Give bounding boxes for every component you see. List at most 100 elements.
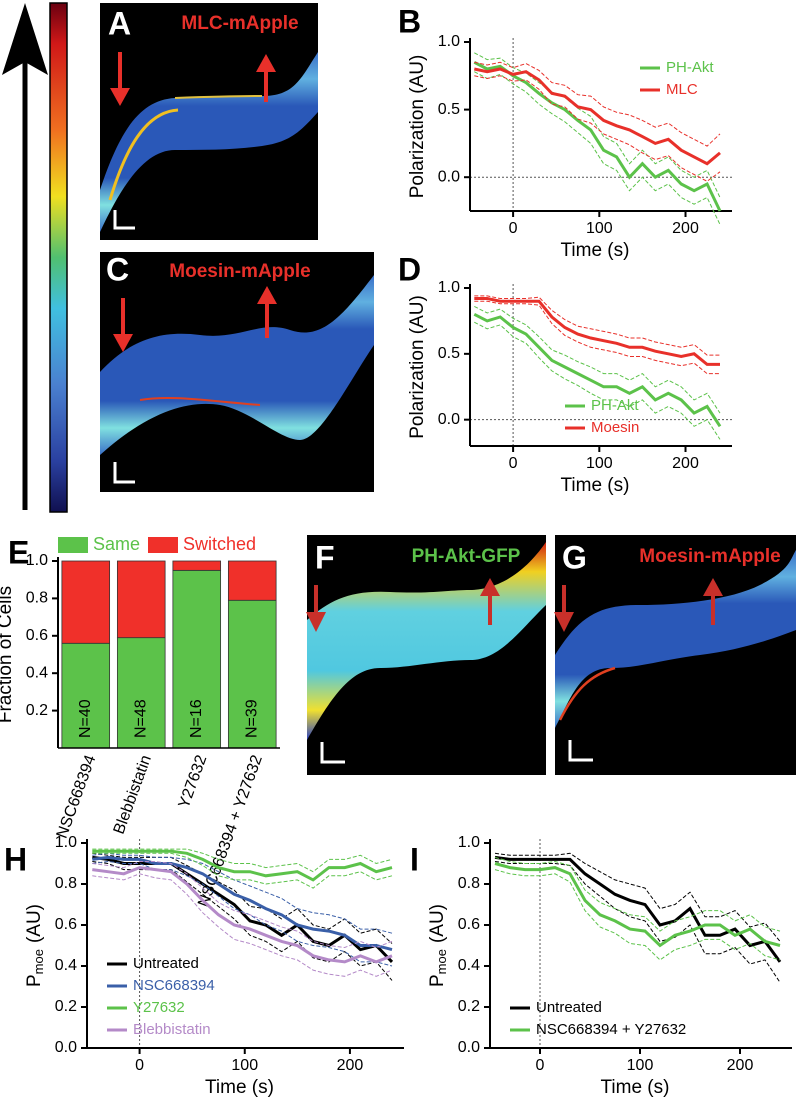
x-tick-label: 200	[672, 455, 699, 472]
x-tick-label: NSC668394	[54, 753, 100, 841]
legend-label: NSC668394	[133, 977, 215, 994]
colorbar	[49, 2, 68, 513]
error-bound	[494, 861, 781, 983]
legend-label: Untreated	[133, 955, 199, 972]
y-tick-label: 0.4	[26, 664, 48, 681]
panel-letter: G	[562, 539, 587, 575]
y-tick-label: 0.5	[438, 345, 460, 362]
y-axis-title: Polarization (AU)	[407, 295, 428, 439]
y-tick-label: 0.0	[458, 1039, 480, 1056]
arrow-head	[2, 3, 48, 75]
x-tick-label: 0	[536, 1057, 545, 1074]
series-line	[474, 297, 720, 366]
bar-annotation: N=39	[243, 699, 260, 738]
y-tick-label: 0.6	[458, 916, 480, 933]
y-tick-label: 0.5	[438, 101, 460, 118]
panel-letter: I	[410, 841, 419, 877]
series-line	[92, 855, 394, 963]
panel-letter: B	[398, 3, 421, 39]
error-bound	[92, 852, 393, 944]
error-bound	[474, 300, 720, 375]
x-tick-label: 100	[586, 220, 613, 237]
error-bound	[92, 860, 393, 967]
series-line	[494, 862, 781, 948]
bar-segment	[116, 560, 166, 639]
legend-label: Moesin	[591, 419, 639, 436]
y-axis-title: Pmoe (AU)	[427, 904, 449, 987]
y-tick-label: 0.0	[438, 168, 460, 185]
bar-annotation: N=40	[77, 699, 94, 738]
y-tick-label: 0.2	[26, 702, 48, 719]
bar-segment	[227, 560, 277, 601]
y-tick-label: 1.0	[458, 834, 480, 851]
error-bound	[474, 305, 721, 414]
legend-label: NSC668394 + Y27632	[536, 1021, 686, 1038]
kymograph-c	[100, 252, 374, 492]
error-bound	[92, 852, 393, 934]
bar-segment	[172, 560, 222, 571]
y-tick-label: 0.2	[458, 998, 480, 1015]
y-axis-title-part: Fraction of Cells	[0, 586, 16, 723]
y-axis-title-part: (AU)	[427, 904, 448, 943]
legend-label: MLC	[666, 81, 698, 98]
legend-label: Untreated	[536, 999, 602, 1016]
y-tick-label: 0.0	[438, 411, 460, 428]
legend-label: Switched	[183, 534, 256, 554]
y-tick-label: 0.2	[55, 998, 77, 1015]
x-tick-label: 200	[672, 220, 699, 237]
error-bound	[494, 856, 781, 932]
y-tick-label: 1.0	[55, 834, 77, 851]
x-tick-label: 0	[135, 1057, 144, 1074]
kymograph-g	[554, 535, 796, 775]
error-bound	[474, 71, 721, 225]
panel-letter: E	[8, 534, 29, 570]
x-tick-label: 100	[586, 455, 613, 472]
y-axis-title-part: moe	[434, 949, 449, 974]
bar-segment	[61, 560, 111, 644]
bar-annotation: N=16	[188, 699, 205, 738]
y-tick-label: 0.8	[458, 875, 480, 892]
x-axis-title: Time (s)	[205, 1077, 274, 1098]
legend-label: Same	[93, 534, 140, 554]
kymograph-label: PH-Akt-GFP	[412, 546, 521, 567]
y-axis-title: Polarization (AU)	[407, 55, 428, 199]
error-bound	[494, 869, 781, 961]
error-bound	[494, 852, 781, 942]
series-line	[92, 849, 393, 882]
x-tick-label: 0	[509, 220, 518, 237]
error-bound	[474, 295, 720, 356]
bar-segment	[172, 569, 222, 749]
series-line	[473, 312, 722, 428]
y-axis-title-part: P	[427, 974, 448, 987]
legend-swatch	[58, 537, 88, 553]
x-tick-label: 200	[727, 1057, 754, 1074]
y-tick-label: 0.8	[55, 875, 77, 892]
panel-letter: F	[315, 539, 335, 575]
kymograph-a	[100, 3, 318, 240]
series-line	[92, 855, 393, 952]
kymograph-label: Moesin-mApple	[169, 261, 310, 282]
panel-letter: H	[4, 841, 27, 877]
series-line	[92, 866, 393, 964]
error-bound	[92, 861, 393, 949]
y-tick-label: 0.6	[55, 916, 77, 933]
x-axis-title: Time (s)	[561, 240, 630, 261]
y-tick-label: 0.8	[26, 590, 48, 607]
panel-letter: D	[398, 251, 421, 287]
y-axis-title-part: moe	[31, 949, 46, 974]
series-line	[473, 60, 722, 212]
x-axis-title: Time (s)	[601, 1077, 670, 1098]
y-axis-title-part: Polarization (AU)	[407, 55, 428, 199]
x-axis-title: Time (s)	[561, 475, 630, 496]
legend-label: PH-Akt	[666, 59, 714, 76]
x-tick-label: Blebbistatin	[111, 753, 155, 837]
y-axis-title: Fraction of Cells	[0, 586, 16, 723]
y-axis-title-part: Polarization (AU)	[407, 295, 428, 439]
y-tick-label: 0.6	[26, 627, 48, 644]
legend-swatch	[148, 537, 178, 553]
error-bound	[92, 852, 393, 889]
y-axis-title-part: P	[24, 974, 45, 987]
y-tick-label: 0.4	[458, 957, 480, 974]
error-bound	[474, 75, 721, 182]
bar-segment	[61, 642, 111, 749]
